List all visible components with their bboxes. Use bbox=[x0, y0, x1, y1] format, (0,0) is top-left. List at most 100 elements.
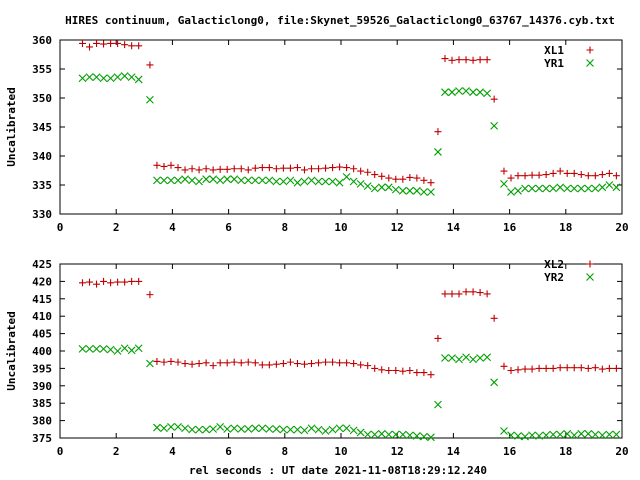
y-tick-label: 400 bbox=[32, 345, 52, 358]
data-point bbox=[160, 162, 168, 170]
data-point bbox=[321, 177, 330, 186]
data-point bbox=[448, 56, 456, 64]
data-point bbox=[349, 177, 358, 186]
data-point bbox=[195, 425, 203, 434]
data-point bbox=[258, 361, 266, 369]
data-point bbox=[121, 278, 129, 286]
data-point bbox=[300, 177, 309, 186]
data-point bbox=[514, 172, 522, 180]
data-point bbox=[209, 362, 217, 370]
data-point bbox=[251, 424, 260, 433]
data-point bbox=[528, 184, 536, 193]
data-point bbox=[114, 278, 122, 286]
data-point bbox=[314, 177, 323, 186]
data-point bbox=[413, 174, 421, 182]
data-point bbox=[237, 176, 246, 185]
data-point bbox=[146, 359, 154, 368]
data-point bbox=[181, 424, 189, 433]
data-point bbox=[230, 165, 238, 173]
y-tick-label: 355 bbox=[32, 63, 52, 76]
y-tick-label: 330 bbox=[32, 208, 52, 221]
data-point bbox=[563, 184, 572, 193]
data-point bbox=[612, 430, 621, 439]
data-point bbox=[135, 42, 143, 50]
data-point bbox=[195, 166, 203, 174]
data-point bbox=[448, 88, 456, 97]
data-point bbox=[265, 164, 273, 172]
data-point bbox=[350, 165, 358, 173]
data-point bbox=[521, 432, 529, 441]
data-point bbox=[315, 359, 323, 367]
data-point bbox=[500, 362, 508, 370]
x-tick-label: 6 bbox=[225, 445, 232, 458]
data-point bbox=[342, 424, 351, 433]
data-point bbox=[490, 314, 498, 322]
data-point bbox=[314, 425, 323, 434]
data-point bbox=[448, 290, 456, 298]
data-point bbox=[605, 181, 614, 189]
data-point bbox=[209, 175, 218, 184]
data-point bbox=[356, 179, 365, 188]
y-tick-label: 420 bbox=[32, 275, 52, 288]
data-point bbox=[272, 360, 280, 368]
data-point bbox=[167, 422, 175, 431]
data-point bbox=[371, 171, 379, 179]
x-tick-label: 4 bbox=[169, 221, 176, 234]
data-point bbox=[584, 429, 593, 438]
data-point bbox=[307, 165, 315, 173]
data-point bbox=[93, 280, 101, 288]
data-point bbox=[507, 431, 515, 440]
data-point bbox=[378, 172, 386, 180]
data-point bbox=[258, 424, 267, 433]
data-point bbox=[427, 371, 435, 379]
data-point bbox=[364, 168, 372, 176]
data-point bbox=[286, 425, 295, 434]
data-point bbox=[370, 430, 379, 439]
data-point bbox=[357, 167, 365, 175]
x-tick-label: 4 bbox=[169, 445, 176, 458]
data-point bbox=[127, 346, 136, 355]
data-point bbox=[300, 360, 308, 368]
y-tick-label: 345 bbox=[32, 121, 52, 134]
x-axis-label: rel seconds : UT date 2021-11-08T18:29:1… bbox=[189, 464, 487, 477]
data-point bbox=[251, 359, 259, 367]
data-point bbox=[146, 291, 154, 299]
data-point bbox=[605, 430, 614, 439]
data-point bbox=[153, 176, 161, 185]
data-point bbox=[514, 186, 522, 195]
data-point bbox=[542, 431, 551, 440]
data-point bbox=[455, 87, 463, 95]
x-tick-label: 10 bbox=[334, 221, 347, 234]
data-point bbox=[476, 354, 484, 362]
data-point bbox=[300, 426, 309, 435]
data-point bbox=[202, 425, 211, 434]
data-point bbox=[322, 358, 330, 366]
data-point bbox=[399, 175, 407, 183]
data-point bbox=[293, 164, 301, 172]
data-point bbox=[350, 360, 358, 368]
data-point bbox=[92, 73, 101, 82]
x-tick-label: 12 bbox=[391, 221, 404, 234]
data-point bbox=[265, 425, 274, 433]
data-point bbox=[521, 172, 529, 180]
x-tick-label: 0 bbox=[57, 221, 64, 234]
data-point bbox=[99, 345, 108, 353]
data-point bbox=[356, 428, 365, 437]
data-point bbox=[258, 176, 267, 185]
data-point bbox=[328, 177, 337, 186]
data-point bbox=[405, 186, 414, 195]
y-tick-label: 425 bbox=[32, 258, 52, 271]
data-point bbox=[293, 360, 301, 368]
data-point bbox=[528, 431, 536, 440]
data-point bbox=[598, 171, 606, 179]
data-point bbox=[434, 128, 442, 136]
data-point bbox=[195, 177, 203, 186]
data-point bbox=[120, 344, 129, 353]
data-point bbox=[434, 400, 442, 409]
data-point bbox=[384, 183, 393, 192]
data-point bbox=[556, 364, 564, 372]
data-point bbox=[181, 175, 189, 184]
data-point bbox=[315, 165, 323, 173]
data-point bbox=[577, 429, 586, 438]
y-tick-label: 415 bbox=[32, 293, 52, 306]
